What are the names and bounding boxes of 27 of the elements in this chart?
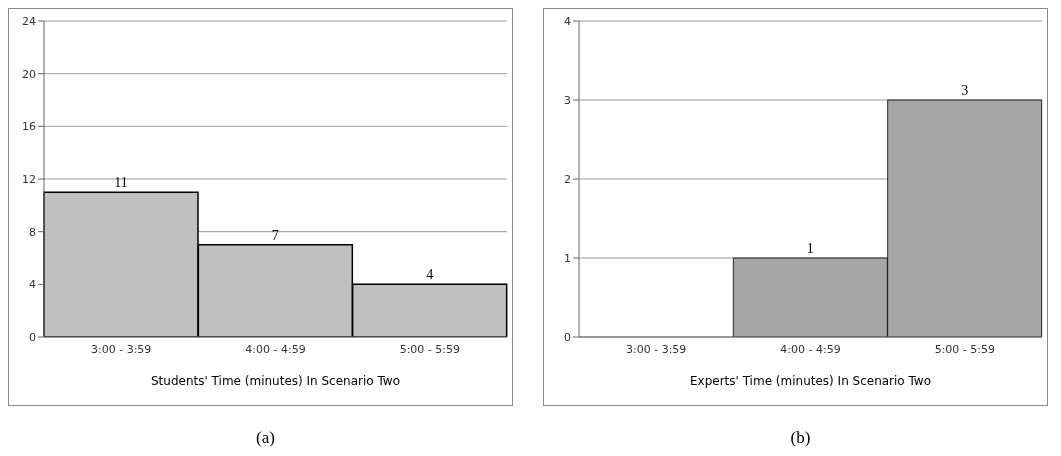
data-label: 7: [271, 227, 279, 243]
text: (a): [255, 428, 276, 448]
x-tick-label: 5:00 - 5:59: [934, 342, 996, 356]
data-label: 3: [961, 83, 969, 98]
y-tick-label: 20: [22, 67, 36, 81]
x-tick-label: 4:00 - 4:59: [245, 342, 306, 356]
data-label: 1: [806, 241, 814, 256]
y-tick-label: 2: [564, 172, 571, 186]
y-tick-label: 24: [22, 14, 36, 28]
data-label: 11: [114, 175, 128, 191]
text: (b): [789, 428, 812, 448]
x-tick-label: 5:00 - 5:59: [399, 342, 461, 356]
x-tick-label: 3:00 - 3:59: [625, 342, 687, 356]
x-tick-label: 3:00 - 3:59: [90, 342, 152, 356]
y-tick-label: 4: [29, 278, 36, 292]
data-label: 4: [426, 267, 434, 283]
y-tick-label: 12: [22, 172, 36, 186]
x-axis-title: Experts' Time (minutes) In Scenario Two: [689, 374, 932, 388]
y-tick-label: 1: [564, 251, 571, 265]
y-tick-label: 0: [564, 330, 571, 344]
y-tick-label: 16: [22, 120, 36, 134]
y-tick-label: 8: [29, 225, 36, 239]
y-tick-label: 4: [564, 14, 571, 28]
x-axis-title: Students' Time (minutes) In Scenario Two: [151, 374, 400, 388]
y-tick-label: 0: [29, 330, 36, 344]
x-tick-label: 4:00 - 4:59: [780, 342, 841, 356]
y-tick-label: 3: [564, 93, 571, 107]
